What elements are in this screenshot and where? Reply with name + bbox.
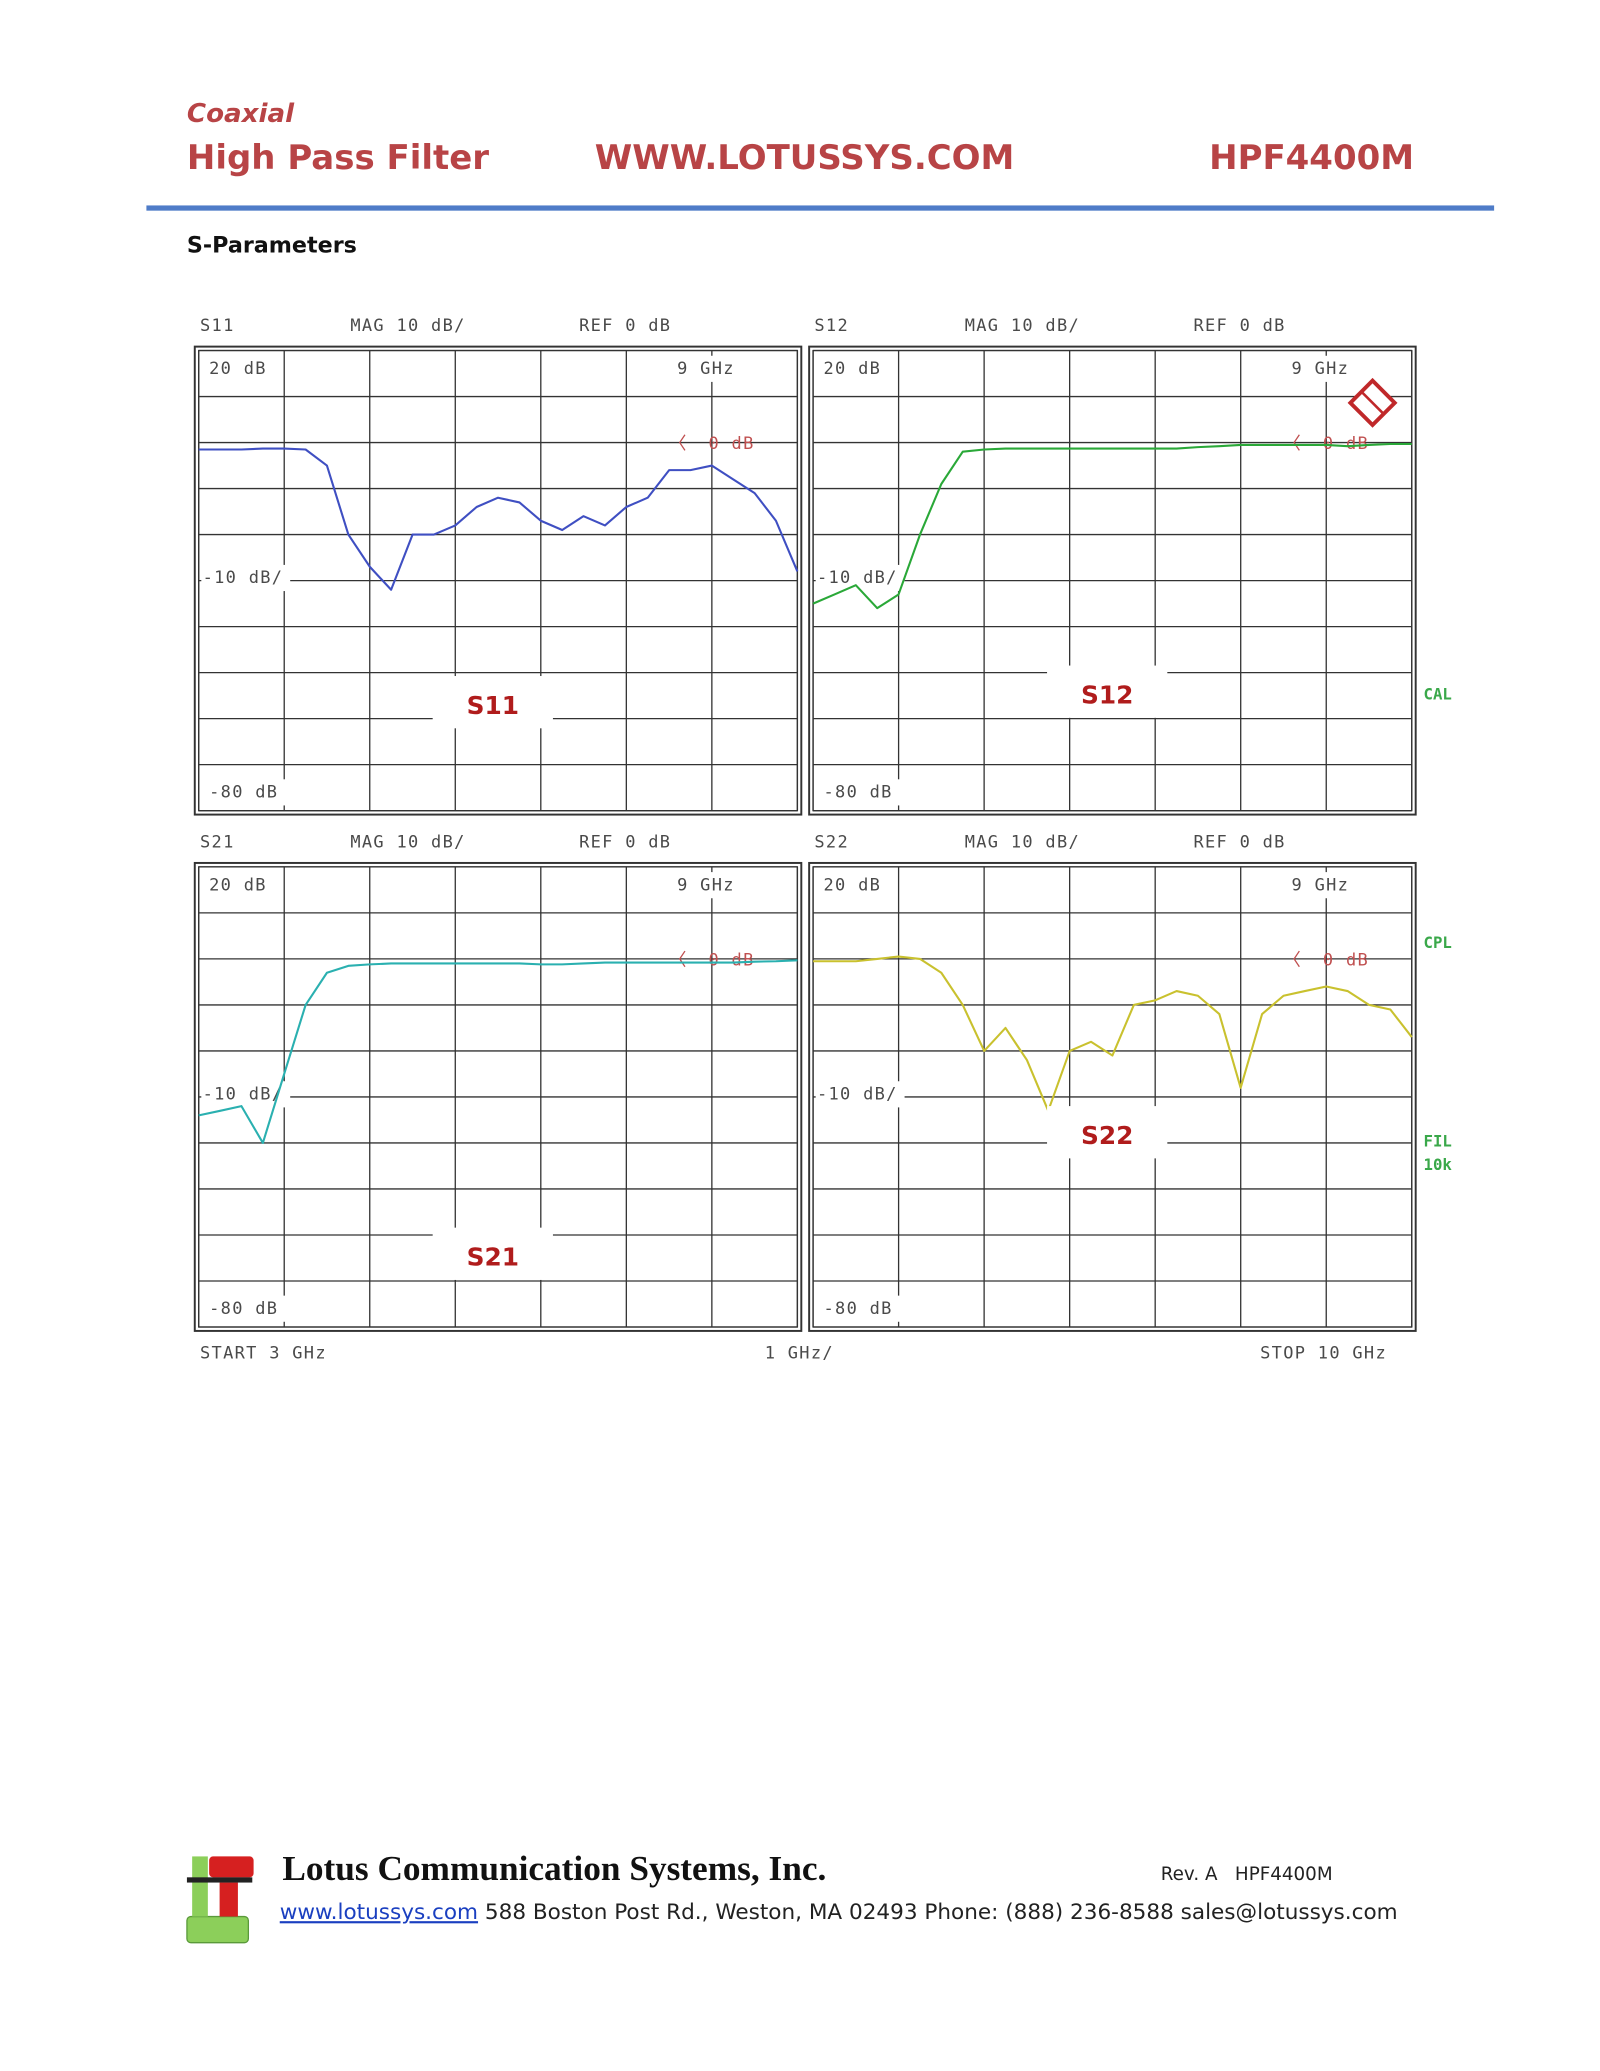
bottom-label: -80 dB (824, 1299, 893, 1319)
label-bg (206, 779, 291, 806)
side-label: CPL (1424, 933, 1452, 952)
subtitle: Coaxial (187, 99, 295, 129)
plot-label: S11 (467, 691, 519, 720)
website: WWW.LOTUSSYS.COM (595, 138, 1015, 178)
marker-label: 9 GHz (1292, 875, 1350, 895)
company-name: Lotus Communication Systems, Inc. (282, 1849, 826, 1888)
trace-name: S11 (200, 316, 235, 336)
ref-marker: 0 dB (1323, 950, 1369, 970)
div-label: -10 dB/ (203, 568, 284, 588)
plot-label-bg (1047, 1106, 1168, 1159)
ref-arrow (678, 434, 686, 451)
plot-label: S22 (1081, 1121, 1133, 1150)
label-bg (206, 355, 280, 382)
div-label: -10 dB/ (817, 568, 898, 588)
label-bg (1287, 872, 1364, 899)
ref-marker: 0 dB (1323, 434, 1369, 454)
span-label: 1 GHz/ (765, 1343, 834, 1363)
title: High Pass Filter (187, 138, 489, 178)
marker-label: 9 GHz (1292, 359, 1350, 379)
plot-label-bg (432, 1227, 553, 1280)
top-label: 20 dB (824, 359, 882, 379)
label-bg (206, 872, 280, 899)
plots: S11 MAG 10 dB/REF 0 dB 20 dB 9 GHz -10 dB/ -8… (193, 316, 1417, 1332)
plot-2: S21 MAG 10 dB/REF 0 dB 20 dB 9 GHz -10 dB/ -8… (193, 832, 803, 1332)
label-bg (820, 872, 895, 899)
label-bg (820, 355, 895, 382)
label-bg (820, 1295, 905, 1322)
plot-0: S11 MAG 10 dB/REF 0 dB 20 dB 9 GHz -10 dB/ -8… (193, 316, 803, 816)
header-rule (146, 205, 1495, 211)
ref-label: REF 0 dB (1193, 832, 1285, 852)
label-bg (1287, 355, 1364, 382)
marker-label: 9 GHz (677, 875, 735, 895)
trace (812, 442, 1412, 610)
label-bg (201, 564, 291, 592)
top-label: 20 dB (824, 875, 882, 895)
label-bg (815, 564, 905, 592)
contact-line: www.lotussys.com 588 Boston Post Rd., We… (280, 1900, 1398, 1925)
label-bg (673, 872, 750, 899)
website-link[interactable]: www.lotussys.com (280, 1900, 478, 1925)
ref-label: REF 0 dB (1193, 316, 1285, 336)
revision: Rev. A HPF4400M (1161, 1864, 1333, 1885)
trace-name: S22 (814, 832, 849, 852)
plot-label: S21 (467, 1243, 519, 1272)
bottom-label: -80 dB (824, 783, 893, 803)
top-label: 20 dB (209, 359, 267, 379)
plot-label-bg (1047, 665, 1168, 718)
bottom-label: -80 dB (209, 1299, 278, 1319)
scale-label: MAG 10 dB/ (965, 316, 1080, 336)
label-bg (820, 779, 905, 806)
part-number: HPF4400M (1209, 138, 1414, 178)
side-label: FIL (1424, 1132, 1452, 1151)
div-label: -10 dB/ (203, 1085, 284, 1105)
label-bg (673, 355, 750, 382)
side-label: CAL (1424, 685, 1452, 704)
ref-marker: 0 dB (708, 434, 754, 454)
section-title: S-Parameters (187, 232, 357, 258)
bottom-label: -80 dB (209, 783, 278, 803)
trace (198, 447, 799, 591)
stop-label: STOP 10 GHz (1260, 1343, 1387, 1363)
contact: 588 Boston Post Rd., Weston, MA 02493 Ph… (478, 1900, 1398, 1925)
plot-3: S22 MAG 10 dB/REF 0 dB 20 dB 9 GHz -10 dB/ -8… (808, 832, 1417, 1332)
plot-1: S12 MAG 10 dB/REF 0 dB 20 dB 9 GHz -10 dB/ -8… (808, 316, 1417, 816)
trace-name: S12 (814, 316, 849, 336)
ref-arrow (678, 950, 686, 968)
trace (198, 959, 798, 1144)
top-label: 20 dB (209, 875, 267, 895)
rs-logo (1347, 377, 1398, 428)
label-bg (815, 1081, 905, 1108)
company-logo (186, 1856, 254, 1944)
ref-arrow (1293, 434, 1300, 451)
ref-marker: 0 dB (708, 950, 754, 970)
start-label: START 3 GHz (200, 1343, 327, 1363)
plot-label-bg (432, 676, 553, 729)
ref-label: REF 0 dB (579, 832, 671, 852)
ref-label: REF 0 dB (579, 316, 671, 336)
side-label: 10k (1424, 1155, 1453, 1174)
ref-arrow (1293, 950, 1300, 968)
div-label: -10 dB/ (817, 1085, 898, 1105)
scale-label: MAG 10 dB/ (350, 316, 465, 336)
scale-label: MAG 10 dB/ (965, 832, 1080, 852)
label-bg (206, 1295, 291, 1322)
trace (813, 955, 1413, 1112)
plot-label: S12 (1081, 680, 1133, 709)
marker-label: 9 GHz (677, 359, 735, 379)
trace-name: S21 (200, 832, 235, 852)
scale-label: MAG 10 dB/ (350, 832, 465, 852)
